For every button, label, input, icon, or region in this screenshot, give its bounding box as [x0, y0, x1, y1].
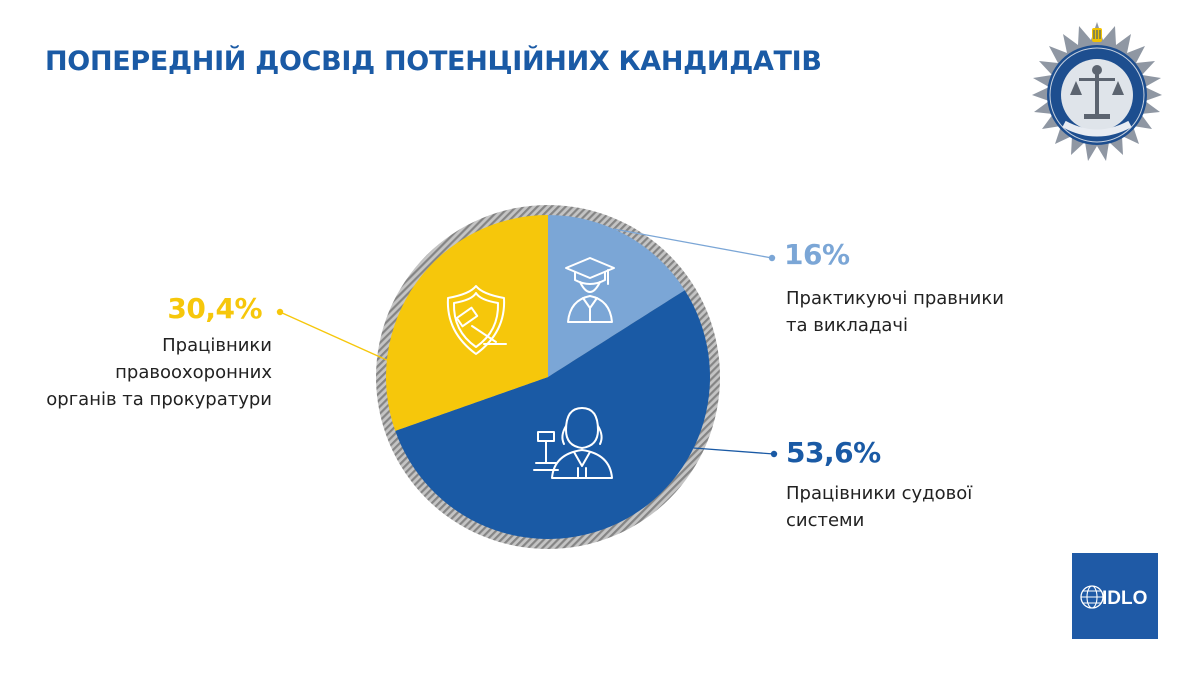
pie-slice-lawyers: [548, 215, 685, 377]
lawyers-percent: 16%: [784, 238, 850, 271]
page-title: ПОПЕРЕДНІЙ ДОСВІД ПОТЕНЦІЙНИХ КАНДИДАТІВ: [45, 46, 822, 77]
judiciary-percent: 53,6%: [786, 436, 881, 469]
commission-emblem-logo: [1032, 22, 1162, 161]
law-enforcement-description: Працівники правоохоронних органів та про…: [46, 332, 272, 413]
judiciary-description-line1: Працівники судової: [786, 483, 973, 504]
lawyers-description-line2: та викладачі: [786, 315, 909, 336]
leader-line-judiciary: [693, 447, 775, 455]
idlo-logo: IDLO: [1072, 553, 1158, 639]
graduate-icon: [565, 257, 615, 323]
pie-slice-judiciary: [395, 290, 710, 539]
leader-dot-judiciary: [770, 450, 778, 458]
lawyers-description: Практикуючі правники та викладачі: [786, 285, 1004, 339]
lawyers-description-line1: Практикуючі правники: [786, 288, 1004, 309]
law-enforcement-percent: 30,4%: [167, 292, 262, 325]
judge-icon: [533, 407, 613, 479]
law-enforcement-description-line1: Працівники: [162, 335, 272, 356]
leader-line-law-enforcement: [279, 311, 388, 361]
judiciary-description-line2: системи: [786, 510, 865, 531]
law-enforcement-description-line2: правоохоронних: [115, 362, 272, 383]
leader-dot-law-enforcement: [276, 308, 284, 316]
leader-line-lawyers: [613, 228, 773, 259]
judiciary-description: Працівники судової системи: [786, 480, 972, 534]
badge-gavel-icon: [446, 285, 507, 355]
law-enforcement-description-line3: органів та прокуратури: [46, 389, 272, 410]
idlo-logo-text: IDLO: [1102, 588, 1147, 609]
leader-dot-lawyers: [768, 254, 776, 262]
